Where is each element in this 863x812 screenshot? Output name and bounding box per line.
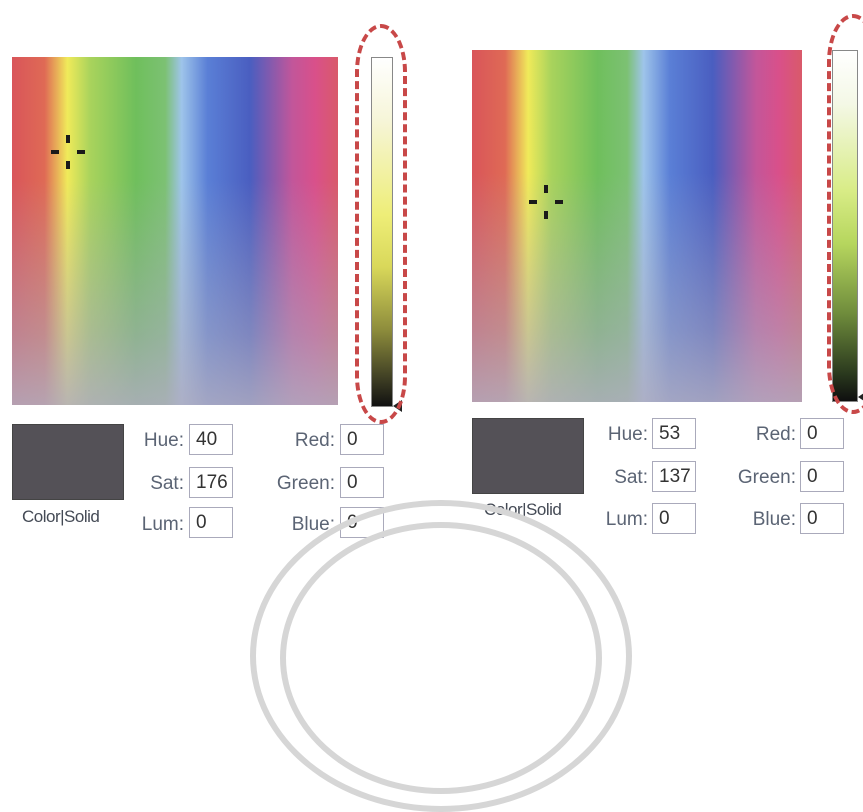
lum-label: Lum: (141, 514, 184, 535)
hue-field[interactable]: 53 (652, 418, 696, 449)
hue-saturation-spectrum[interactable] (472, 50, 802, 402)
green-label: Green: (276, 473, 335, 494)
highlight-dashed-ellipse (355, 24, 407, 424)
crosshair-cursor-icon[interactable] (529, 185, 563, 219)
swatch-label: Color|Solid (484, 500, 562, 519)
red-label: Red: (294, 430, 335, 451)
sat-field[interactable]: 137 (652, 461, 696, 492)
blue-label: Blue: (752, 509, 796, 530)
hue-label: Hue: (607, 424, 648, 445)
hue-label: Hue: (143, 430, 184, 451)
red-label: Red: (755, 424, 796, 445)
swatch-label: Color|Solid (22, 507, 100, 526)
lum-field[interactable]: 0 (652, 503, 696, 534)
lum-field[interactable]: 0 (189, 507, 233, 538)
green-label: Green: (737, 467, 796, 488)
blue-field[interactable]: 0 (340, 507, 384, 538)
sat-label: Sat: (614, 467, 648, 488)
green-field[interactable]: 0 (340, 467, 384, 498)
sat-label: Sat: (150, 473, 184, 494)
sat-field[interactable]: 176 (189, 467, 233, 498)
color-swatch (472, 418, 584, 494)
red-field[interactable]: 0 (340, 424, 384, 455)
blue-field[interactable]: 0 (800, 503, 844, 534)
lum-label: Lum: (605, 509, 648, 530)
green-field[interactable]: 0 (800, 461, 844, 492)
red-field[interactable]: 0 (800, 418, 844, 449)
color-swatch (12, 424, 124, 500)
watermark-arc (250, 500, 632, 812)
hue-saturation-spectrum[interactable] (12, 57, 338, 405)
blue-label: Blue: (291, 514, 335, 535)
color-picker-panel-left: Color|Solid Hue: 40 Sat: 176 Lum: 0 Red:… (0, 0, 420, 540)
hue-field[interactable]: 40 (189, 424, 233, 455)
watermark-arc-inner (280, 522, 602, 794)
highlight-dashed-ellipse (827, 14, 863, 414)
crosshair-cursor-icon[interactable] (51, 135, 85, 169)
color-picker-panel-right: Color|Solid Hue: 53 Sat: 137 Lum: 0 Red:… (460, 0, 863, 540)
